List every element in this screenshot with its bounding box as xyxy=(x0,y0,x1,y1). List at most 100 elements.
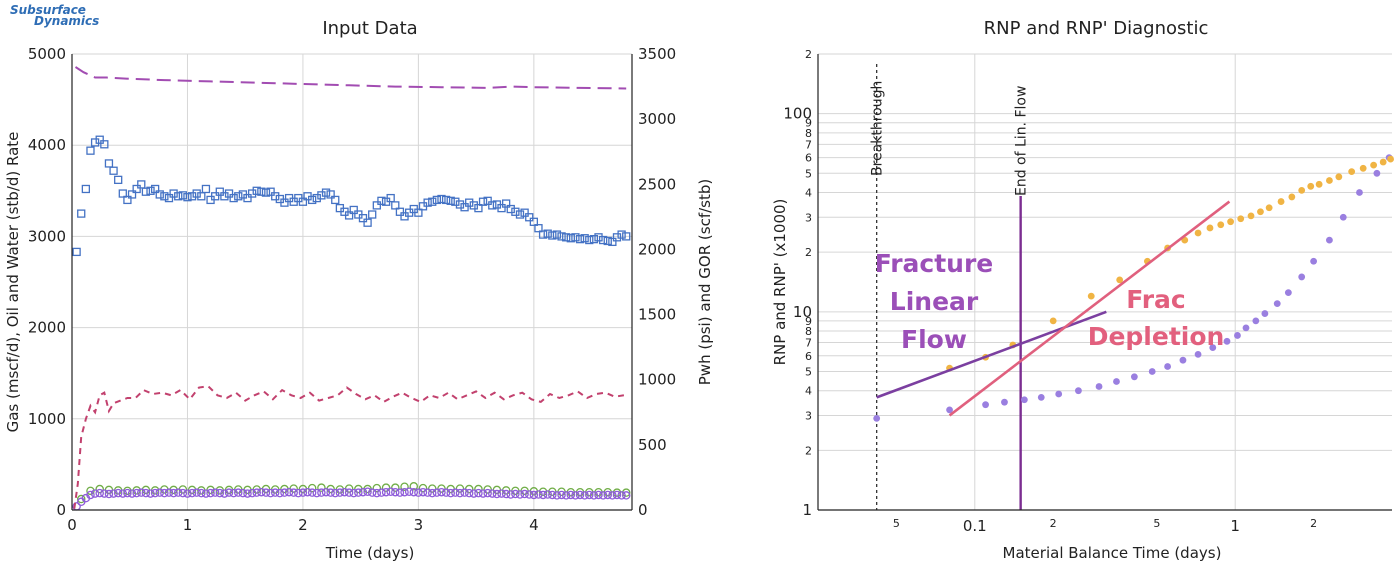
left-series-0-point xyxy=(552,230,562,239)
right-y-tick-label: 7 xyxy=(805,138,812,151)
right-series-0-point xyxy=(1298,273,1306,281)
left-series-0-point xyxy=(368,210,377,219)
left-series-0-point xyxy=(395,207,405,216)
left-series-0-point xyxy=(372,201,381,210)
left-series-0-point xyxy=(497,203,506,213)
left-series-2-point xyxy=(220,489,229,498)
left-series-0-point xyxy=(169,189,178,198)
left-series-2-point xyxy=(118,489,128,498)
right-y-tick-label: 6 xyxy=(805,350,812,363)
right-x-tick-label: 0.1 xyxy=(963,517,987,535)
left-series-0-point xyxy=(585,235,594,245)
left-x-tick-label: 4 xyxy=(529,516,539,534)
left-series-2-point xyxy=(594,490,603,500)
left-series-2-point xyxy=(427,488,437,498)
right-series-0-point xyxy=(1284,289,1292,297)
left-x-axis-label: Time (days) xyxy=(325,544,415,562)
left-series-0-point xyxy=(178,191,187,200)
right-x-axis-label: Material Balance Time (days) xyxy=(1003,544,1222,562)
right-series-0-point xyxy=(1130,373,1138,381)
left-series-0-point xyxy=(266,187,275,196)
left-series-4-line xyxy=(73,385,625,509)
left-series-0-point xyxy=(271,192,280,201)
left-series-2-point xyxy=(446,488,455,498)
right-series-0-point xyxy=(1339,213,1347,221)
left-series-2-point xyxy=(497,489,506,498)
left-series-2-point xyxy=(280,488,289,497)
left-series-2-point xyxy=(210,488,220,497)
left-series-0-point xyxy=(520,208,529,217)
left-series-0-point xyxy=(428,197,437,206)
left-series-2-point xyxy=(164,488,174,497)
right-y-tick-label: 9 xyxy=(805,117,812,130)
left-series-0-point xyxy=(229,193,238,203)
right-y-tick-label: 4 xyxy=(805,385,812,398)
left-series-2-point xyxy=(423,488,432,497)
left-series-2-point xyxy=(506,490,516,499)
left-series-2-point xyxy=(515,490,525,499)
right-series-1-point xyxy=(1247,212,1255,220)
left-series-2-point xyxy=(192,488,201,497)
right-series-0-point xyxy=(946,406,953,414)
left-grid xyxy=(72,53,632,510)
left-series-0-point xyxy=(515,210,525,219)
right-series-0-point xyxy=(1310,257,1318,265)
left-series-2-point xyxy=(303,487,312,497)
left-series-0-point xyxy=(86,146,95,155)
left-series-2-point xyxy=(326,488,335,497)
left-series-2-point xyxy=(127,489,137,498)
left-series-2-point xyxy=(86,490,95,500)
left-series-0-point xyxy=(252,186,261,195)
left-series-2-point xyxy=(529,490,539,500)
left-series-0-point xyxy=(224,189,234,198)
right-y-axis-label: RNP and RNP' (x1000) xyxy=(771,199,789,366)
left-y2-tick-label: 3000 xyxy=(638,110,676,128)
left-series-2-point xyxy=(404,487,414,497)
left-series-0-point xyxy=(571,233,580,242)
right-series-0-point xyxy=(1148,368,1156,375)
left-series-2-point xyxy=(340,487,349,497)
left-series-0-point xyxy=(90,138,100,147)
left-series-0-point xyxy=(580,234,589,243)
left-series-0-point xyxy=(247,189,257,198)
right-x-tick-label: 5 xyxy=(1153,517,1160,530)
left-series-2-point xyxy=(270,488,280,497)
input-data-chart: Input Data 0 1 2 3 4 0 1000 2000 3000 4000 5000 0 50… xyxy=(4,18,714,562)
left-series-0-point xyxy=(220,192,229,201)
right-series-1-point xyxy=(1206,224,1214,232)
right-series-0-point xyxy=(1252,317,1260,325)
left-series-2-point xyxy=(109,489,118,498)
left-series-2-point xyxy=(312,488,322,498)
right-series-1-point xyxy=(1307,182,1315,190)
right-series-1-point xyxy=(1335,173,1343,181)
right-y-tick-label: 5 xyxy=(805,167,812,180)
left-series-2-point xyxy=(474,488,483,498)
left-series-0-point xyxy=(344,211,354,220)
left-series-2-point xyxy=(95,488,104,498)
left-series-2-point xyxy=(358,487,368,497)
right-x-tick-label: 2 xyxy=(1310,517,1317,530)
left-series-2-point xyxy=(229,488,238,498)
left-series-2-point xyxy=(100,489,109,498)
left-series-0-point xyxy=(363,218,372,227)
right-y-tick-label: 7 xyxy=(805,337,812,350)
left-series-0-point xyxy=(441,195,451,205)
logo-line1: Subsurface xyxy=(10,3,86,17)
right-series-1-point xyxy=(1298,186,1306,194)
right-y-tick-label: 8 xyxy=(805,325,812,338)
left-series-2-point xyxy=(367,488,377,497)
left-series-2-point xyxy=(113,488,123,498)
left-series-2-point xyxy=(141,488,151,498)
left-series-0-point xyxy=(460,203,469,212)
right-series-0-point xyxy=(1001,398,1008,406)
left-series-0-point xyxy=(160,192,169,201)
left-series-0-point xyxy=(548,231,557,240)
right-y-tick-label: 2 xyxy=(805,444,812,457)
left-series-1-point xyxy=(418,483,428,493)
right-series-1-point xyxy=(1348,168,1356,176)
left-series-2-point xyxy=(455,488,465,498)
left-x-tick-label: 2 xyxy=(298,516,308,534)
left-series-0-point xyxy=(331,195,340,205)
left-series-0-point xyxy=(317,191,326,200)
right-y-tick-label: 9 xyxy=(805,315,812,328)
